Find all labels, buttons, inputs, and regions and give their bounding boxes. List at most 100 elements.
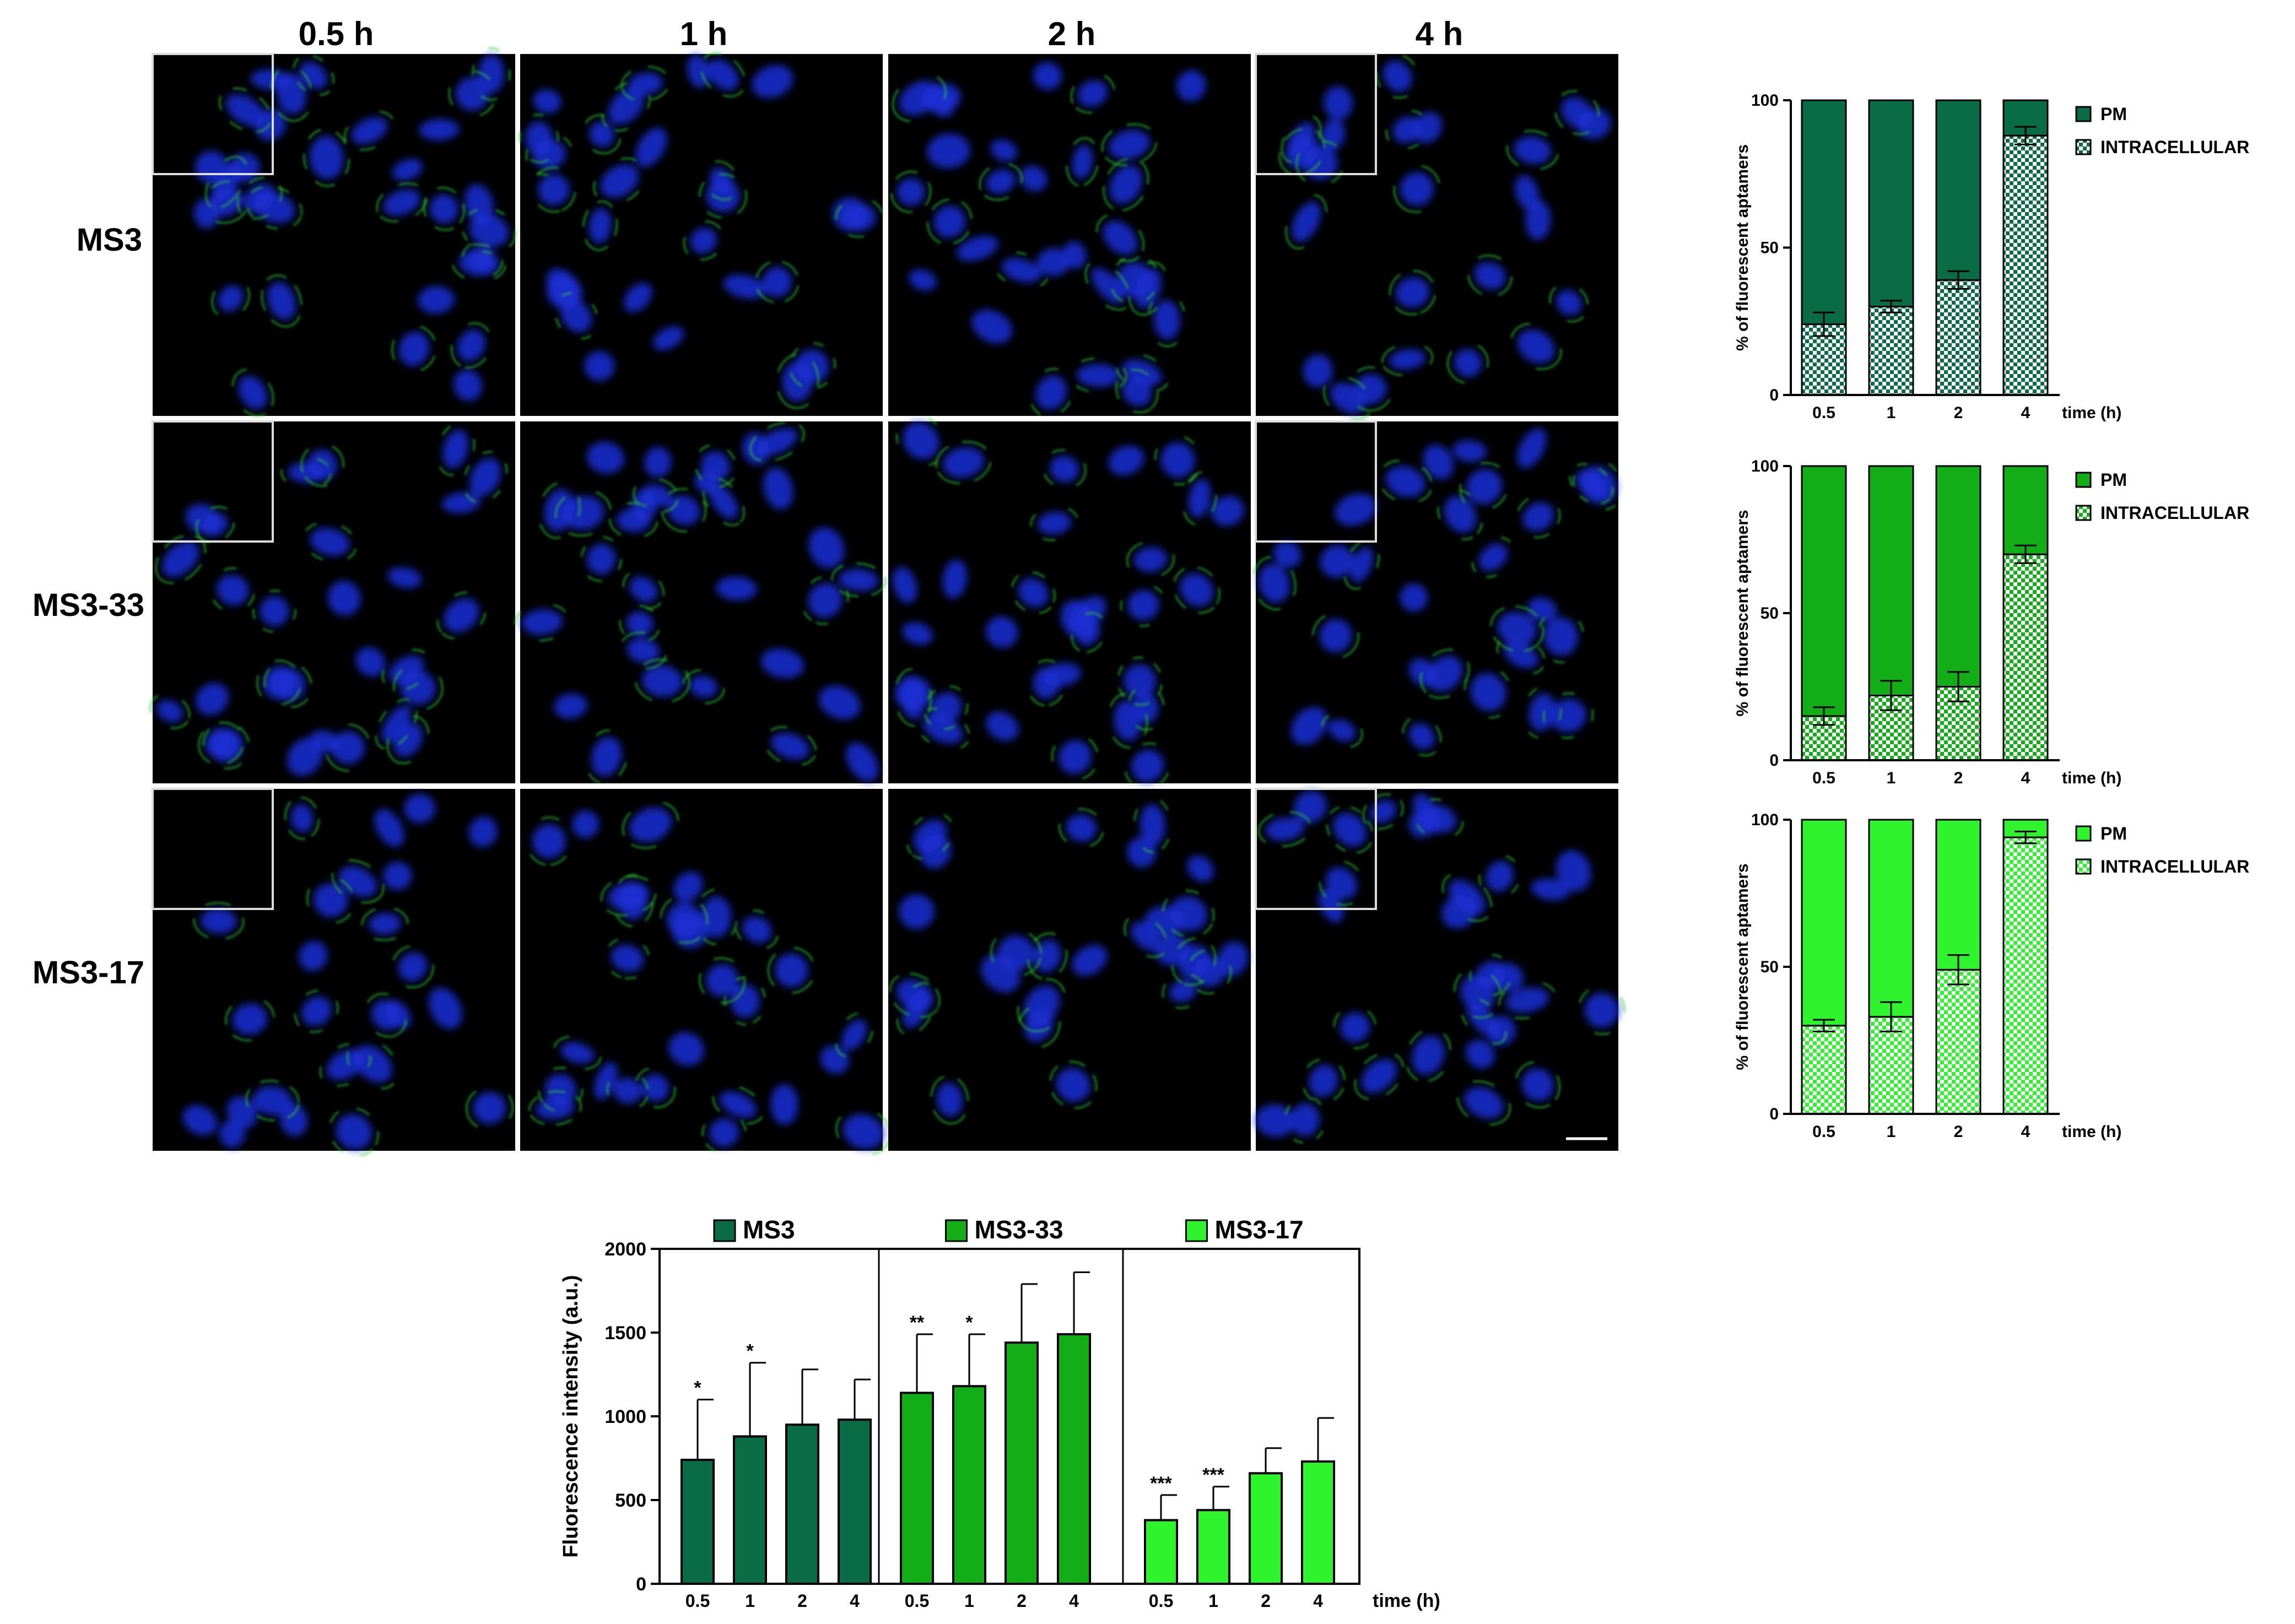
- cell-nucleus: [1389, 349, 1426, 370]
- cell-nucleus: [521, 609, 563, 635]
- micrograph-grid: [149, 47, 1626, 1157]
- cell-nucleus: [398, 331, 430, 366]
- cell-membrane: [386, 716, 430, 765]
- cell-membrane: [701, 1112, 747, 1154]
- micrograph-r3-c2: [520, 789, 892, 1156]
- cell-membrane: [331, 859, 385, 903]
- legend-swatch-intracellular: [2075, 505, 2092, 521]
- cell-membrane: [1510, 323, 1562, 370]
- bar-ms3: [785, 1423, 819, 1585]
- cell-nucleus: [1153, 300, 1180, 340]
- cell-nucleus: [1400, 172, 1434, 206]
- cell-nucleus: [1024, 985, 1060, 1025]
- cell-nucleus: [1188, 479, 1211, 518]
- cell-membranes: [203, 47, 516, 417]
- cell-nucleus: [782, 361, 813, 402]
- cell-nucleus: [922, 714, 963, 744]
- bar-intracellular: [1935, 968, 1981, 1115]
- cell-membrane: [1343, 539, 1380, 590]
- cell-membrane: [699, 173, 747, 219]
- y-tick-label: 50: [1761, 604, 1779, 622]
- cell-nucleus: [383, 862, 412, 890]
- cell-membrane: [328, 1107, 379, 1157]
- cell-membrane: [436, 591, 487, 640]
- cell-nucleus: [1333, 813, 1367, 847]
- cell-membrane: [1478, 854, 1521, 898]
- cell-membrane: [375, 699, 418, 750]
- cell-membrane: [1469, 954, 1513, 997]
- cell-nucleus: [156, 700, 183, 723]
- x-tick-label: 4: [850, 1591, 860, 1611]
- x-axis-label: time (h): [2062, 404, 2121, 422]
- cell-membrane: [930, 1075, 969, 1125]
- cell-nucleus: [752, 65, 793, 99]
- cell-membrane: [393, 664, 444, 711]
- cell-nucleus: [1135, 269, 1162, 308]
- cell-membrane: [764, 726, 817, 766]
- cell-membrane: [1117, 657, 1163, 706]
- cell-membrane: [927, 198, 973, 245]
- cell-nucleus: [1109, 165, 1143, 204]
- cell-nucleus: [628, 72, 663, 96]
- legend-label-pm: PM: [2100, 824, 2127, 843]
- cell-nucleus: [896, 979, 933, 1011]
- cell-nucleus: [1513, 136, 1552, 164]
- cell-nucleus: [613, 1078, 642, 1104]
- legend-swatch-intracellular: [2075, 139, 2092, 155]
- cell-membranes: [894, 415, 1221, 789]
- cell-nucleus: [819, 685, 861, 720]
- cell-nucleus: [1319, 619, 1352, 653]
- y-tick-label: 500: [615, 1490, 646, 1511]
- cell-nucleus: [554, 693, 587, 719]
- cell-nucleus: [1550, 699, 1586, 733]
- cell-membrane: [1420, 648, 1470, 699]
- x-axis-label: time (h): [2062, 769, 2121, 787]
- cell-membrane: [1375, 53, 1419, 99]
- cell-nucleus: [562, 496, 604, 530]
- cell-membrane: [198, 721, 245, 766]
- cell-nuclei: [1285, 60, 1611, 414]
- stacked-chart-ms3-17: 0.5 1 2 4 0 50 100 time (h) % of fluorescent apt…: [1734, 811, 2249, 1141]
- legend-swatch-ms3-33: [945, 1219, 968, 1242]
- x-tick-label: 4: [2021, 1123, 2031, 1141]
- cell-membrane: [1506, 130, 1559, 171]
- bar-ms3-33: [900, 1392, 934, 1585]
- cell-membrane: [205, 156, 248, 209]
- cell-membrane: [1084, 261, 1131, 311]
- cell-nucleus: [544, 1074, 576, 1106]
- cell-nucleus: [808, 527, 845, 569]
- cell-nucleus: [653, 326, 684, 350]
- legend-label-intracellular: INTRACELLULAR: [2100, 503, 2249, 523]
- cell-nucleus: [453, 369, 482, 401]
- cell-nucleus: [546, 268, 581, 306]
- cell-nucleus: [1114, 700, 1142, 741]
- cell-nucleus: [1060, 599, 1095, 640]
- cell-membranes: [1257, 793, 1626, 1144]
- x-tick-label: 2: [1954, 404, 1963, 422]
- cell-membrane: [906, 813, 954, 860]
- cell-nucleus: [838, 569, 879, 592]
- cell-nuclei: [1255, 791, 1619, 1138]
- cell-membrane: [203, 180, 250, 224]
- cell-nucleus: [589, 121, 615, 148]
- cell-membrane: [1103, 158, 1149, 212]
- cell-membrane: [225, 997, 275, 1042]
- cell-nucleus: [707, 59, 739, 91]
- y-tick-label: 0: [1769, 1105, 1779, 1123]
- cell-nucleus: [990, 139, 1018, 162]
- cell-membrane: [694, 444, 737, 488]
- cell-membrane: [620, 66, 671, 102]
- cell-nucleus: [626, 611, 654, 636]
- cell-membrane: [1147, 293, 1186, 348]
- cell-nucleus: [705, 964, 739, 997]
- cell-nucleus: [1441, 895, 1477, 929]
- cell-nucleus: [1400, 583, 1428, 612]
- cell-nucleus: [716, 576, 757, 600]
- x-tick-label: 4: [1069, 1591, 1079, 1611]
- bar-ms3-17: [1301, 1460, 1335, 1585]
- legend-label-ms3-33: MS3-33: [975, 1215, 1063, 1244]
- cell-nucleus: [1035, 375, 1067, 410]
- cell-membrane: [1381, 343, 1433, 376]
- cell-membrane: [700, 52, 746, 98]
- cell-nucleus: [981, 954, 1020, 993]
